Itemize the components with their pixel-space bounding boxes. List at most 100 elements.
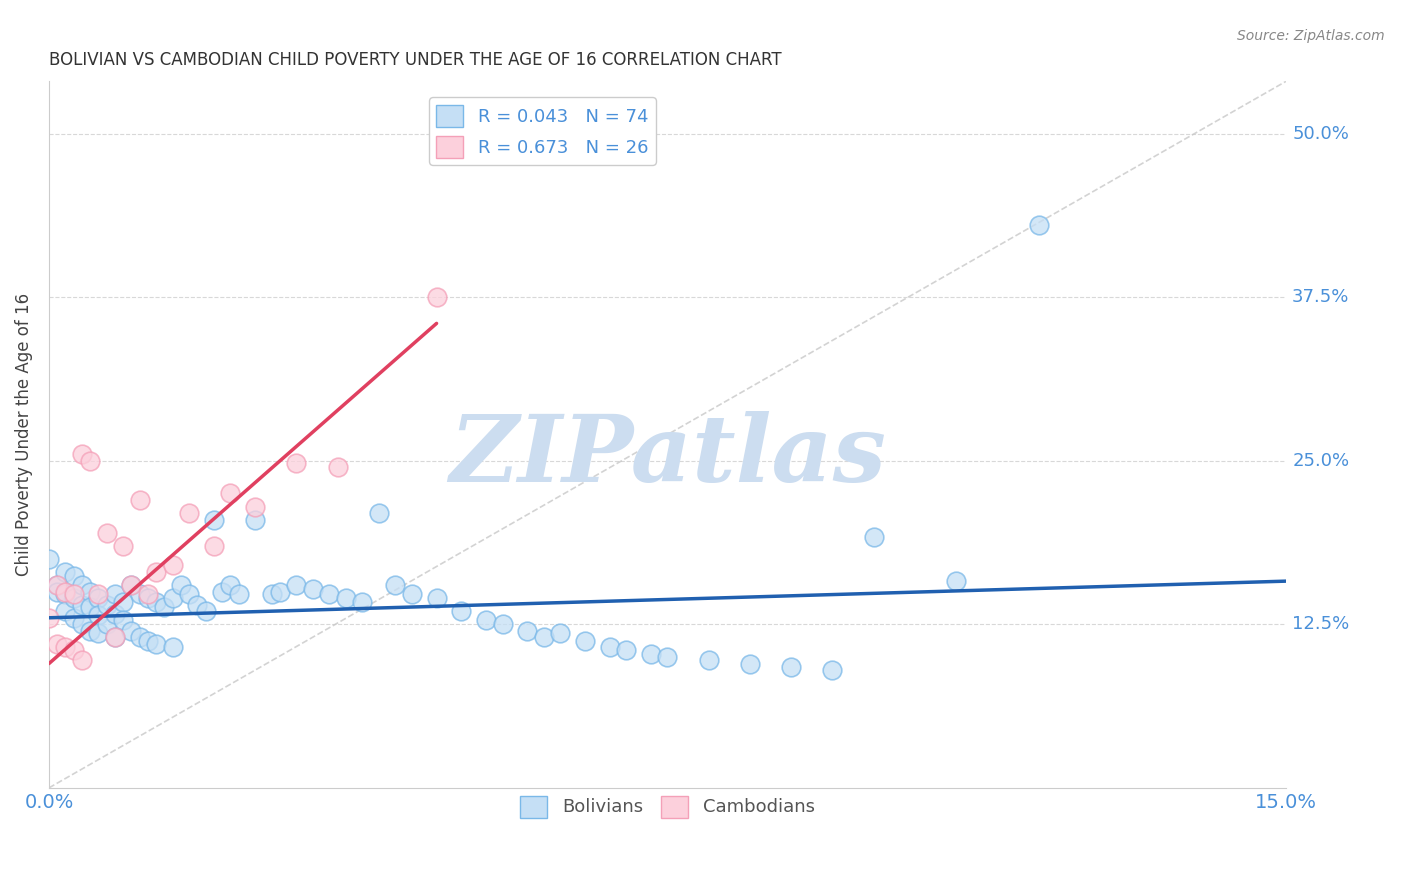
Point [186, 598, 208, 612]
Point [128, 493, 150, 508]
Point [145, 565, 167, 579]
Point [128, 587, 150, 601]
Point [87, 608, 110, 623]
Point [780, 660, 803, 674]
Point [426, 290, 449, 304]
Point [1028, 219, 1050, 233]
Point [120, 578, 142, 592]
Point [269, 584, 291, 599]
Point [87, 626, 110, 640]
Point [335, 591, 357, 606]
Point [79, 454, 101, 468]
Point [96, 617, 118, 632]
Text: BOLIVIAN VS CAMBODIAN CHILD POVERTY UNDER THE AGE OF 16 CORRELATION CHART: BOLIVIAN VS CAMBODIAN CHILD POVERTY UNDE… [49, 51, 782, 69]
Point [87, 587, 110, 601]
Point [62, 569, 84, 583]
Point [38, 552, 60, 566]
Point [821, 663, 844, 677]
Legend: Bolivians, Cambodians: Bolivians, Cambodians [513, 789, 823, 825]
Point [260, 587, 283, 601]
Point [945, 574, 967, 589]
Point [211, 584, 233, 599]
Point [70, 598, 93, 612]
Text: 25.0%: 25.0% [1292, 451, 1350, 470]
Point [285, 578, 308, 592]
Point [367, 506, 389, 520]
Point [55, 640, 77, 654]
Point [79, 600, 101, 615]
Point [475, 614, 498, 628]
Point [79, 584, 101, 599]
Point [62, 587, 84, 601]
Point [162, 558, 184, 573]
Point [202, 539, 225, 553]
Text: Source: ZipAtlas.com: Source: ZipAtlas.com [1237, 29, 1385, 43]
Point [697, 653, 720, 667]
Point [318, 587, 340, 601]
Point [352, 595, 374, 609]
Point [79, 624, 101, 638]
Point [614, 643, 637, 657]
Point [104, 631, 127, 645]
Point [62, 643, 84, 657]
Point [219, 486, 242, 500]
Point [55, 584, 77, 599]
Text: ZIPatlas: ZIPatlas [449, 411, 886, 500]
Point [104, 631, 127, 645]
Point [302, 582, 325, 596]
Point [62, 591, 84, 606]
Point [533, 631, 555, 645]
Point [228, 587, 250, 601]
Text: 12.5%: 12.5% [1292, 615, 1350, 633]
Point [401, 587, 423, 601]
Point [70, 617, 93, 632]
Point [96, 598, 118, 612]
Point [70, 447, 93, 461]
Point [657, 650, 679, 665]
Point [104, 587, 127, 601]
Point [862, 530, 884, 544]
Point [55, 587, 77, 601]
Point [120, 578, 142, 592]
Point [120, 624, 142, 638]
Point [55, 604, 77, 618]
Point [136, 634, 159, 648]
Point [46, 584, 69, 599]
Point [450, 604, 472, 618]
Point [179, 506, 201, 520]
Point [202, 513, 225, 527]
Point [112, 614, 135, 628]
Point [136, 591, 159, 606]
Point [145, 637, 167, 651]
Point [599, 640, 621, 654]
Point [516, 624, 538, 638]
Point [55, 565, 77, 579]
Point [384, 578, 406, 592]
Point [112, 539, 135, 553]
Point [179, 587, 201, 601]
Point [46, 578, 69, 592]
Point [136, 587, 159, 601]
Point [640, 648, 662, 662]
Point [162, 591, 184, 606]
Point [153, 600, 176, 615]
Point [574, 634, 596, 648]
Point [162, 640, 184, 654]
Point [38, 611, 60, 625]
Point [285, 456, 308, 470]
Point [426, 591, 449, 606]
Point [87, 591, 110, 606]
Point [46, 578, 69, 592]
Text: 50.0%: 50.0% [1292, 125, 1348, 143]
Point [219, 578, 242, 592]
Point [491, 617, 513, 632]
Point [243, 500, 266, 514]
Point [548, 626, 571, 640]
Point [46, 637, 69, 651]
Point [62, 611, 84, 625]
Point [326, 460, 349, 475]
Point [112, 595, 135, 609]
Point [738, 657, 761, 671]
Point [194, 604, 217, 618]
Point [243, 513, 266, 527]
